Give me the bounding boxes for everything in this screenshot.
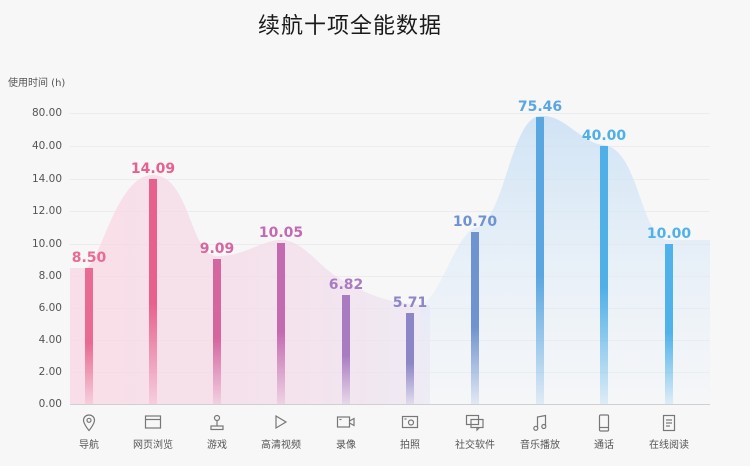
grid-line xyxy=(70,244,710,245)
bar-5 xyxy=(342,294,350,404)
category-label: 高清视频 xyxy=(261,440,301,451)
category-label: 社交软件 xyxy=(455,440,495,451)
grid-line xyxy=(70,113,710,114)
category-label: 拍照 xyxy=(400,440,420,451)
bar-1 xyxy=(85,268,93,404)
category-label: 录像 xyxy=(336,440,356,451)
grid-line xyxy=(70,146,710,147)
category-label: 通话 xyxy=(594,440,614,451)
value-label: 9.09 xyxy=(199,240,235,257)
bar-8 xyxy=(536,116,544,404)
grid-line xyxy=(70,211,710,212)
value-label: 8.50 xyxy=(71,250,107,266)
bar-3 xyxy=(213,258,221,404)
y-tick-label: 8.00 xyxy=(38,270,62,282)
value-label: 10.00 xyxy=(646,226,692,242)
y-tick-label: 80.00 xyxy=(31,107,62,119)
y-tick-label: 14.00 xyxy=(31,173,62,185)
category-label: 在线阅读 xyxy=(649,440,689,451)
category-label: 游戏 xyxy=(207,440,227,451)
chart-title: 续航十项全能数据 xyxy=(257,14,442,39)
value-label: 14.09 xyxy=(130,160,176,177)
bar-10 xyxy=(665,244,673,404)
y-axis-label: 使用时间 (h) xyxy=(8,78,66,89)
category-label: 音乐播放 xyxy=(520,440,560,451)
y-tick-label: 2.00 xyxy=(38,366,62,378)
x-axis-line xyxy=(70,404,710,405)
category-5: 录像 xyxy=(311,414,381,451)
bar-6 xyxy=(406,312,414,404)
video-camera-icon xyxy=(311,414,381,432)
category-10: 在线阅读 xyxy=(634,414,704,451)
category-3: 游戏 xyxy=(182,414,252,451)
bar-4 xyxy=(277,243,285,404)
document-icon xyxy=(634,414,704,432)
grid-line xyxy=(70,179,710,180)
value-label: 40.00 xyxy=(581,128,627,144)
phone-icon xyxy=(569,414,639,432)
category-8: 音乐播放 xyxy=(505,414,575,451)
bar-7 xyxy=(471,232,479,404)
value-label: 5.71 xyxy=(392,294,428,311)
y-tick-label: 6.00 xyxy=(38,302,62,314)
category-label: 导航 xyxy=(79,440,99,451)
category-1: 导航 xyxy=(54,414,124,451)
bar-9 xyxy=(600,146,608,404)
y-tick-label: 40.00 xyxy=(31,140,62,152)
grid-line xyxy=(70,276,710,277)
category-6: 拍照 xyxy=(375,414,445,451)
music-note-icon xyxy=(505,414,575,432)
category-7: 社交软件 xyxy=(440,414,510,451)
browser-window-icon xyxy=(118,414,188,432)
value-label: 6.82 xyxy=(328,276,364,293)
y-tick-label: 4.00 xyxy=(38,334,62,346)
bar-2 xyxy=(149,178,157,404)
value-label: 10.70 xyxy=(452,214,498,231)
chat-icon xyxy=(440,414,510,432)
value-label: 10.05 xyxy=(258,225,304,242)
y-tick-label: 10.00 xyxy=(31,238,62,250)
play-icon xyxy=(246,414,316,432)
joystick-icon xyxy=(182,414,252,432)
category-9: 通话 xyxy=(569,414,639,451)
category-label: 网页浏览 xyxy=(133,440,173,451)
camera-icon xyxy=(375,414,445,432)
location-pin-icon xyxy=(54,414,124,432)
y-tick-label: 12.00 xyxy=(31,205,62,217)
category-2: 网页浏览 xyxy=(118,414,188,451)
category-4: 高清视频 xyxy=(246,414,316,451)
value-label: 75.46 xyxy=(517,98,563,115)
y-tick-label: 0.00 xyxy=(38,398,62,410)
